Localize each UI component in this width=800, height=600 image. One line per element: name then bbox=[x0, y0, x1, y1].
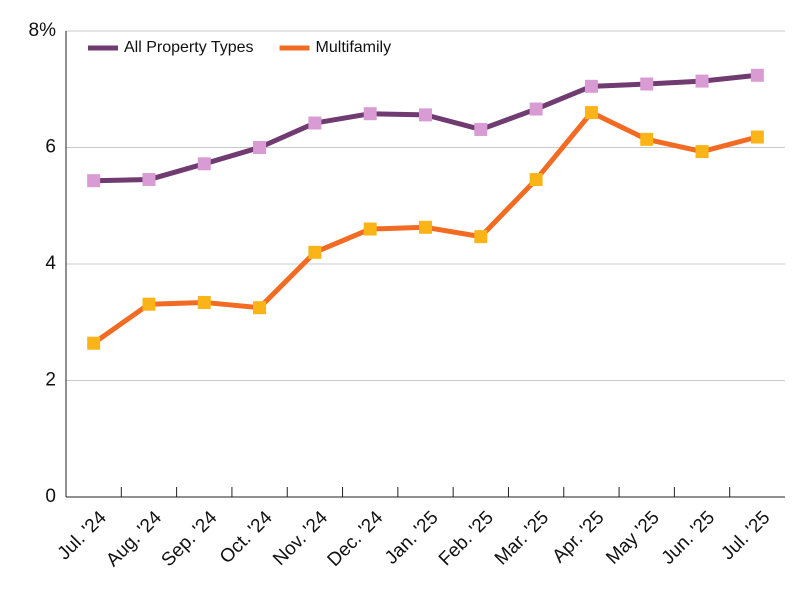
x-tick-label: May '25 bbox=[602, 507, 663, 568]
data-point bbox=[584, 106, 598, 120]
data-point bbox=[253, 141, 267, 154]
x-tick-label: Jan. '25 bbox=[381, 507, 442, 568]
x-tick-label: Oct. '24 bbox=[216, 507, 277, 568]
x-tick-label: Dec. '24 bbox=[324, 507, 388, 571]
x-tick-label: Sep. '24 bbox=[158, 507, 222, 571]
x-tick-label: Jul. '25 bbox=[717, 507, 774, 564]
series-line bbox=[93, 72, 758, 184]
x-tick-label: Mar. '25 bbox=[491, 507, 553, 569]
x-tick-label: Nov. '24 bbox=[269, 507, 332, 570]
data-point bbox=[87, 336, 101, 350]
data-point bbox=[253, 301, 267, 315]
data-point bbox=[197, 157, 211, 171]
data-point bbox=[474, 122, 488, 136]
y-tick-label: 6 bbox=[45, 137, 56, 158]
y-tick-label: 0 bbox=[45, 486, 56, 507]
data-point bbox=[419, 220, 432, 234]
data-point bbox=[87, 174, 101, 188]
data-point bbox=[363, 222, 377, 236]
x-tick-label: Aug. '24 bbox=[102, 507, 166, 571]
data-point bbox=[695, 145, 709, 159]
x-tick-label: Apr. '25 bbox=[549, 507, 609, 567]
legend-label: Multifamily bbox=[316, 39, 392, 56]
data-point bbox=[529, 102, 543, 116]
data-point bbox=[695, 74, 709, 88]
data-point bbox=[529, 173, 543, 187]
data-point bbox=[640, 132, 654, 146]
data-point bbox=[197, 295, 211, 309]
legend: All Property Types Multifamily bbox=[88, 39, 391, 56]
y-tick-label: 8% bbox=[29, 20, 57, 41]
legend-label: All Property Types bbox=[124, 39, 254, 56]
data-point bbox=[419, 108, 432, 122]
data-point bbox=[640, 77, 654, 91]
y-tick-label: 2 bbox=[45, 370, 56, 391]
data-point bbox=[363, 107, 377, 121]
data-point bbox=[750, 130, 764, 144]
data-point bbox=[142, 173, 156, 187]
x-tick-label: Jun. '25 bbox=[658, 507, 719, 568]
x-tick-label: Feb. '25 bbox=[435, 507, 498, 570]
data-point bbox=[308, 116, 322, 130]
data-point bbox=[142, 297, 156, 311]
data-point bbox=[308, 245, 322, 259]
data-point bbox=[474, 230, 488, 244]
data-point bbox=[584, 79, 598, 93]
y-tick-label: 4 bbox=[45, 253, 56, 274]
data-point bbox=[750, 68, 764, 82]
